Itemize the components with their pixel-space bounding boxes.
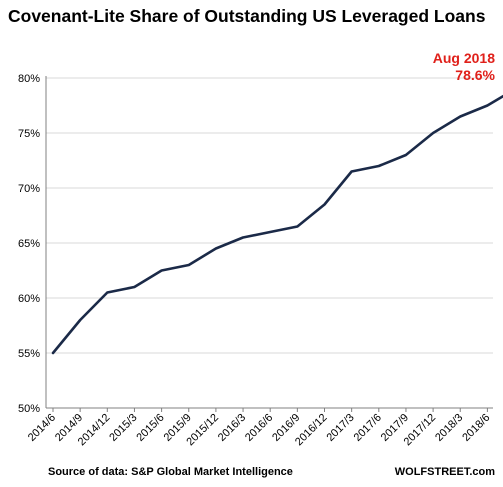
x-tick-label: 2018/3 xyxy=(433,412,465,444)
x-tick-label: 2015/6 xyxy=(134,412,166,444)
x-tick-label: 2016/3 xyxy=(216,412,248,444)
series-line xyxy=(51,94,503,355)
latest-value-callout: Aug 2018 78.6% xyxy=(433,50,495,84)
y-tick-label: 60% xyxy=(18,293,40,305)
y-tick-label: 55% xyxy=(18,348,40,360)
y-axis-ticks: 50% 55% 60% 65% 70% 75% 80% xyxy=(18,73,40,415)
y-tick-label: 75% xyxy=(18,128,40,140)
brand-label: WOLFSTREET.com xyxy=(394,466,495,478)
x-tick-label: 2014/6 xyxy=(26,412,58,444)
y-tick-label: 80% xyxy=(18,73,40,85)
x-tick-label: 2016/6 xyxy=(243,412,275,444)
callout-date: Aug 2018 xyxy=(432,50,495,66)
axes xyxy=(45,76,493,409)
x-tick-label: 2017/6 xyxy=(352,412,384,444)
x-tick-label: 2015/3 xyxy=(107,412,139,444)
x-axis-ticks: 2014/62014/92014/122015/32015/62015/9201… xyxy=(26,408,493,448)
y-tick-label: 70% xyxy=(18,183,40,195)
gridlines xyxy=(46,77,493,354)
y-tick-label: 50% xyxy=(18,403,40,415)
series xyxy=(51,94,503,355)
callout-value: 78.6% xyxy=(455,67,495,83)
y-tick-label: 65% xyxy=(18,238,40,250)
x-tick-label: 2018/6 xyxy=(460,412,492,444)
source-note: Source of data: S&P Global Market Intell… xyxy=(48,466,293,478)
x-tick-label: 2017/3 xyxy=(324,412,356,444)
chart-title: Covenant-Lite Share of Outstanding US Le… xyxy=(8,6,486,26)
